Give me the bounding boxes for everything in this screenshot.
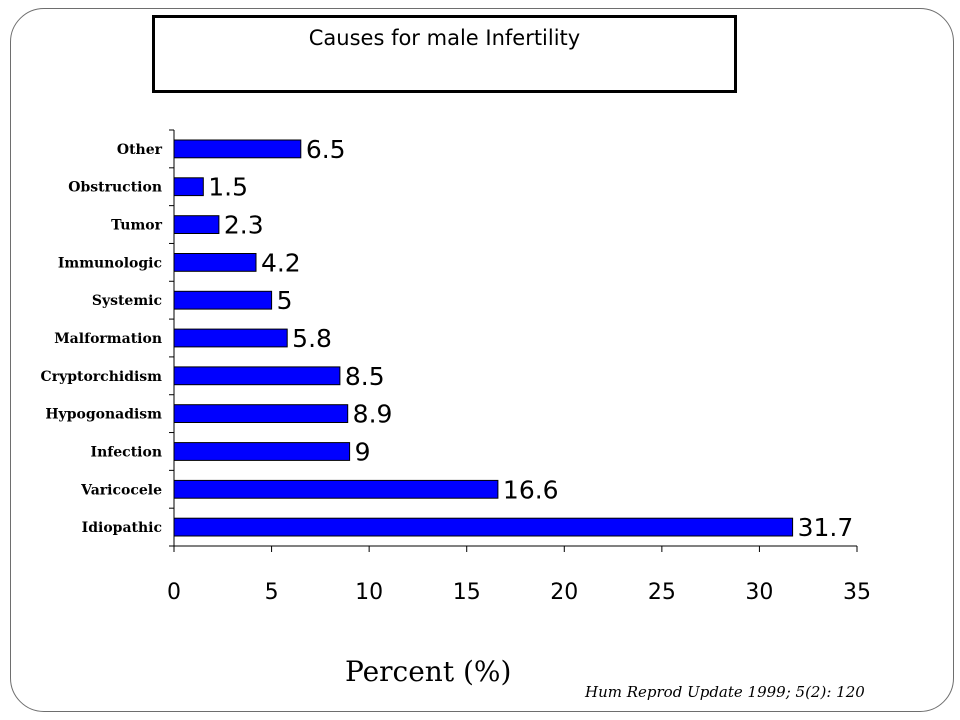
x-tick-label: 35: [843, 580, 871, 605]
bar: [173, 442, 351, 461]
bar: [173, 366, 341, 386]
bar: [173, 517, 794, 537]
category-label: Cryptorchidism: [41, 369, 163, 385]
category-label: Tumor: [111, 218, 162, 234]
chart-title-box: Causes for male Infertility: [152, 15, 737, 93]
x-tick-label: 10: [355, 580, 383, 605]
data-label: 6.5: [306, 135, 346, 164]
bar: [173, 253, 257, 272]
bar: [173, 290, 273, 310]
data-label: 1.5: [208, 173, 248, 202]
category-label: Hypogonadism: [45, 407, 162, 423]
category-label: Immunologic: [58, 255, 162, 271]
data-label: 4.2: [261, 248, 301, 277]
data-label: 9: [355, 437, 371, 466]
category-label: Infection: [91, 444, 162, 460]
x-axis-label: Percent (%): [345, 655, 512, 688]
category-label: Systemic: [92, 293, 162, 309]
bar: [173, 404, 349, 424]
bar: [173, 139, 302, 159]
category-label: Malformation: [54, 331, 162, 347]
data-label: 5: [277, 286, 293, 315]
category-label: Other: [117, 142, 163, 158]
x-tick-label: 20: [550, 580, 578, 605]
x-tick-label: 15: [453, 580, 481, 605]
x-tick-label: 5: [265, 580, 279, 605]
x-tick-label: 0: [167, 580, 181, 605]
bar: [173, 479, 499, 499]
data-label: 31.7: [798, 513, 854, 542]
bar: [173, 177, 204, 197]
bar: [173, 328, 288, 348]
citation: Hum Reprod Update 1999; 5(2): 120: [585, 683, 865, 701]
x-tick-label: 30: [745, 580, 773, 605]
category-label: Obstruction: [68, 180, 162, 196]
category-label: Varicocele: [80, 482, 162, 498]
data-label: 8.5: [345, 362, 385, 391]
slide-frame: [10, 8, 954, 712]
chart-title: Causes for male Infertility: [308, 26, 581, 50]
data-label: 5.8: [292, 324, 332, 353]
bar: [173, 215, 220, 234]
data-label: 2.3: [224, 211, 264, 240]
data-label: 8.9: [353, 400, 393, 429]
x-tick-label: 25: [648, 580, 676, 605]
category-label: Idiopathic: [82, 520, 162, 536]
data-label: 16.6: [503, 475, 559, 504]
